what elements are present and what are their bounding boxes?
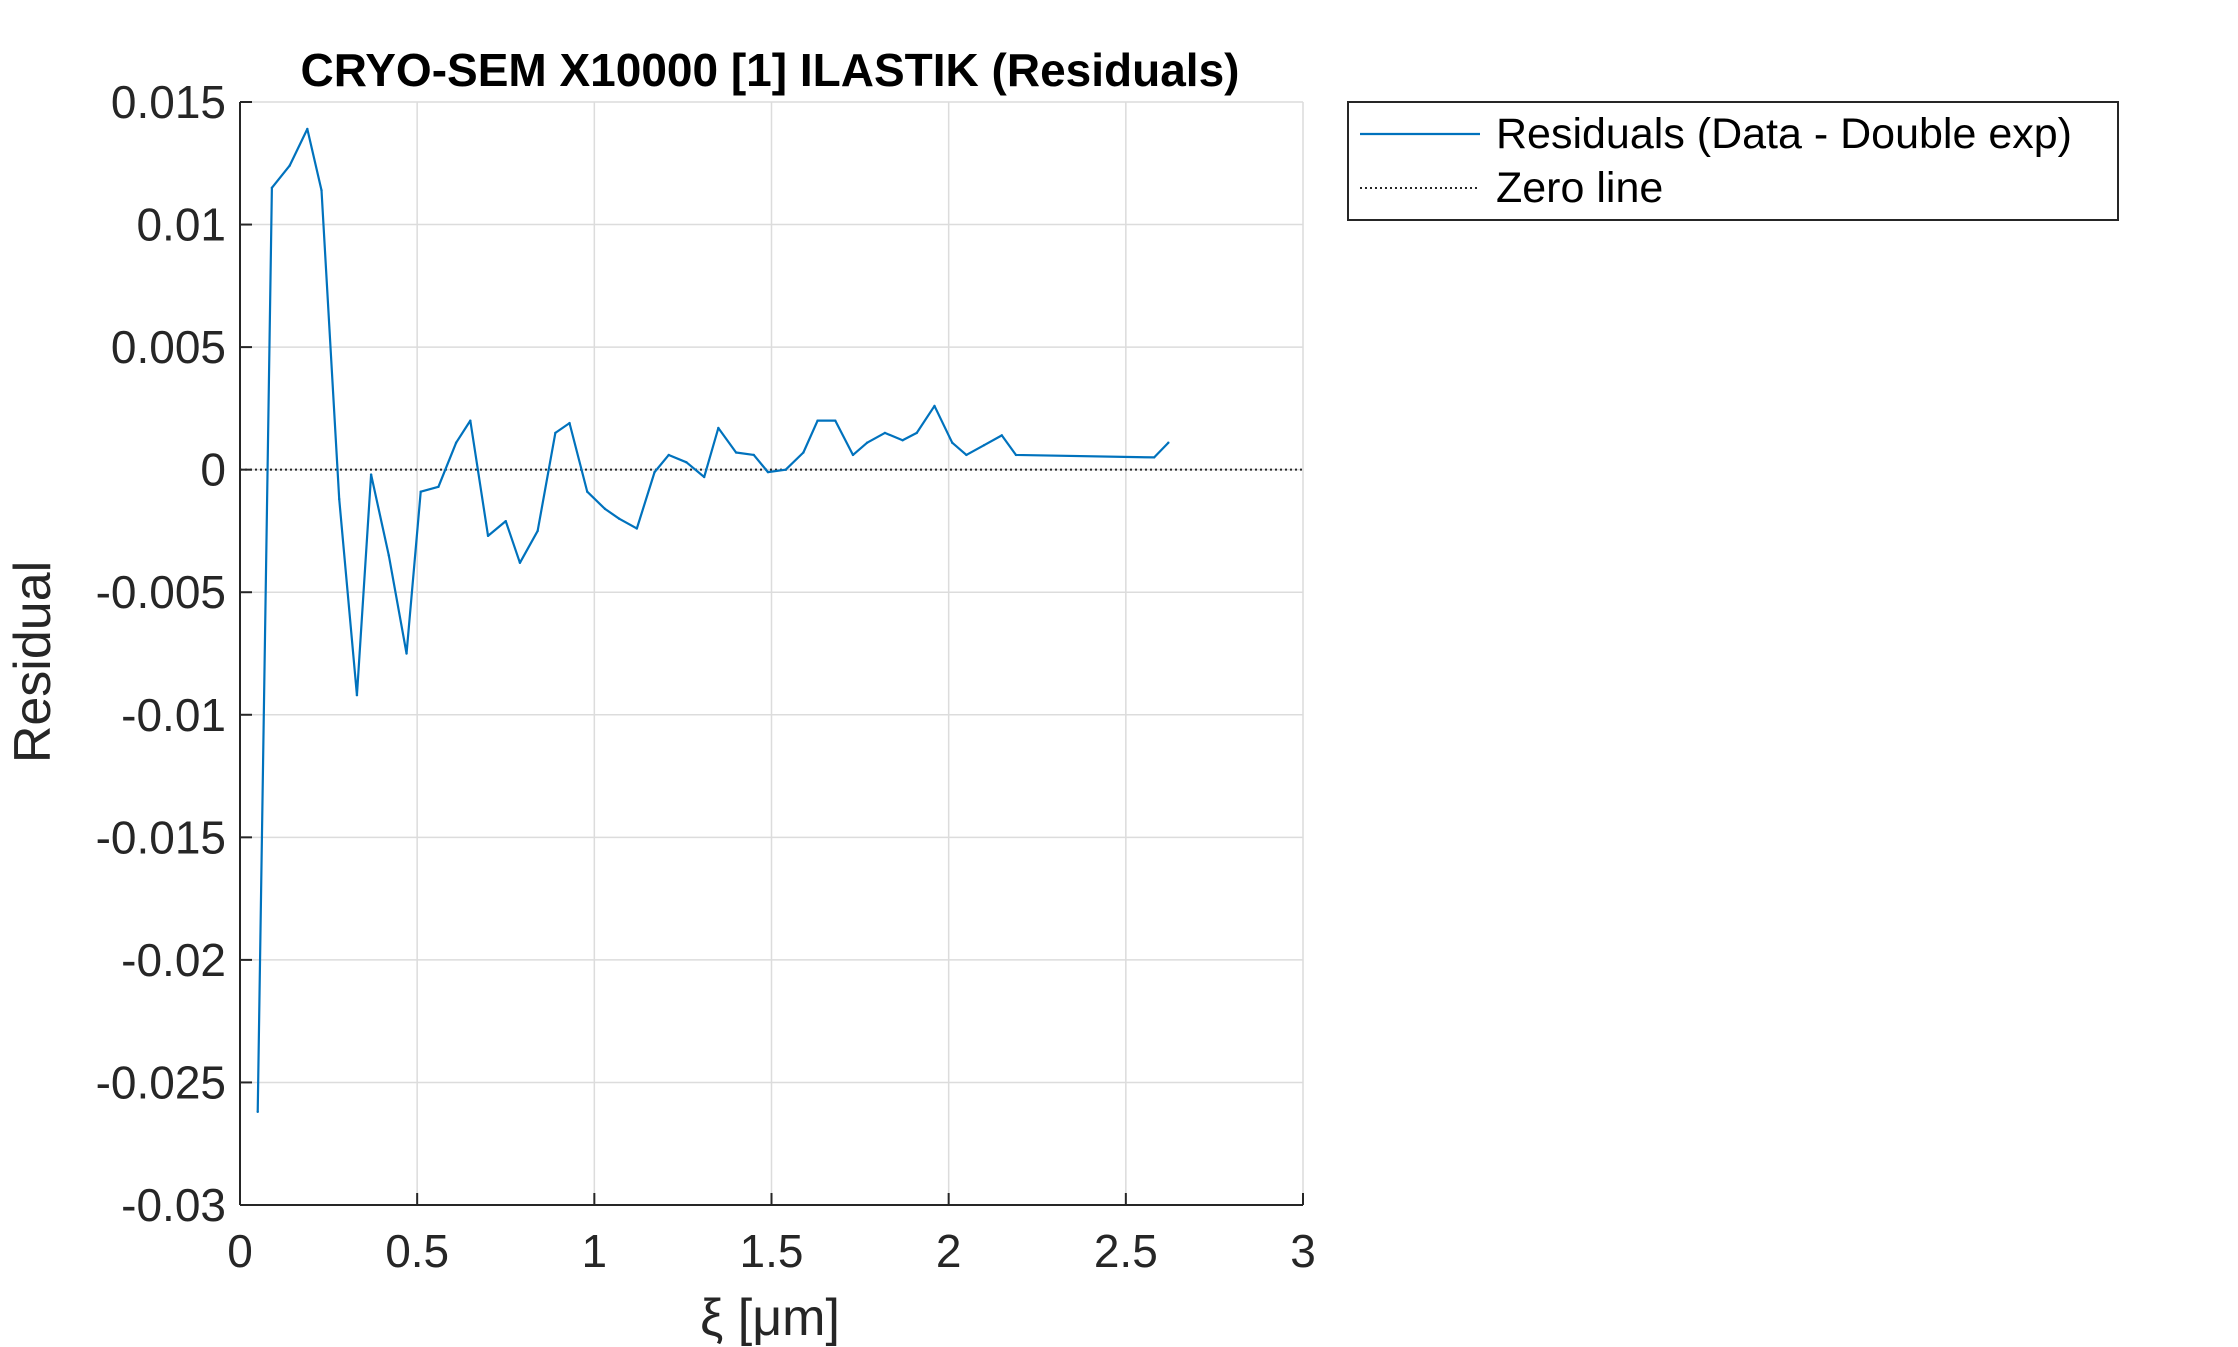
x-tick-label: 1.5 [740,1225,804,1277]
y-tick-label: -0.02 [121,934,226,986]
residual-point [734,451,738,454]
chart-title: CRYO-SEM X10000 [1] ILASTIK (Residuals) [301,44,1240,96]
y-tick-label: 0.015 [111,76,226,128]
residual-point [635,527,639,530]
legend-label-zero-line: Zero line [1496,164,1663,212]
x-tick-label: 2 [936,1225,962,1277]
residual-point [454,441,458,444]
residual-point [306,127,309,131]
residual-point [518,561,522,565]
residual-point [320,189,323,192]
residual-point [536,529,539,533]
x-axis-label: ξ [μm] [700,1289,840,1347]
y-tick-label: -0.005 [96,566,226,618]
residual-point [504,519,507,523]
y-tick-label: -0.025 [96,1056,226,1108]
residual-point [784,468,787,471]
y-axis-label: Residual [4,561,62,763]
residual-point [586,490,589,493]
residual-point [554,431,557,435]
residual-point [419,490,422,493]
series-layer [256,127,1170,1114]
y-tick-label: 0.005 [111,321,226,373]
x-tick-label: 2.5 [1094,1225,1158,1277]
residual-point [865,441,869,444]
y-tick-label: -0.03 [121,1179,226,1231]
y-tick-label: -0.01 [121,689,226,741]
residual-point [1014,453,1018,457]
residual-point [469,419,472,422]
x-axis-ticks: 0 0.5 1 1.5 2 2.5 3 [227,1193,1316,1277]
residual-point [901,439,904,442]
residual-point [270,186,274,189]
residual-point [667,453,670,457]
residual-point [766,470,770,474]
legend: Residuals (Data - Double exp) Zero line [1347,101,2119,221]
residual-point [288,164,291,167]
residual-point [717,426,720,430]
residual-point [369,473,373,476]
residual-point [1167,441,1170,444]
residual-point [486,534,490,538]
residual-point [1152,456,1156,459]
residual-point [883,431,887,435]
y-tick-label: -0.015 [96,811,226,863]
legend-box [1347,101,2119,221]
residual-point [951,441,954,444]
residual-point [965,453,968,457]
residual-point [752,453,755,457]
residual-point [603,507,607,511]
residual-point [851,453,855,457]
x-tick-label: 3 [1290,1225,1316,1277]
residual-point [933,404,936,408]
residual-point [653,470,656,474]
y-tick-label: 0.01 [136,199,226,251]
residual-point [437,485,440,489]
residual-point [816,419,819,422]
residual-point [702,475,706,479]
residual-point [387,554,391,557]
y-axis-ticks: 0.015 0.01 0.005 0 -0.005 -0.01 -0.015 -0.02 -0.… [96,76,252,1231]
residual-point [355,693,359,697]
x-tick-label: 0.5 [385,1225,449,1277]
residual-point [256,1110,259,1114]
residual-point [617,517,621,520]
y-tick-label: 0 [200,444,226,496]
residual-point [568,421,571,425]
residual-point [802,451,805,454]
residual-point [338,497,341,501]
residual-point [685,461,688,464]
x-tick-label: 0 [227,1225,253,1277]
legend-label-residuals: Residuals (Data - Double exp) [1496,110,2072,158]
residual-point [405,652,408,655]
residual-point [1000,434,1004,437]
residual-point [915,431,918,435]
x-tick-label: 1 [582,1225,608,1277]
residual-point [834,419,837,422]
residual-point [982,443,986,447]
